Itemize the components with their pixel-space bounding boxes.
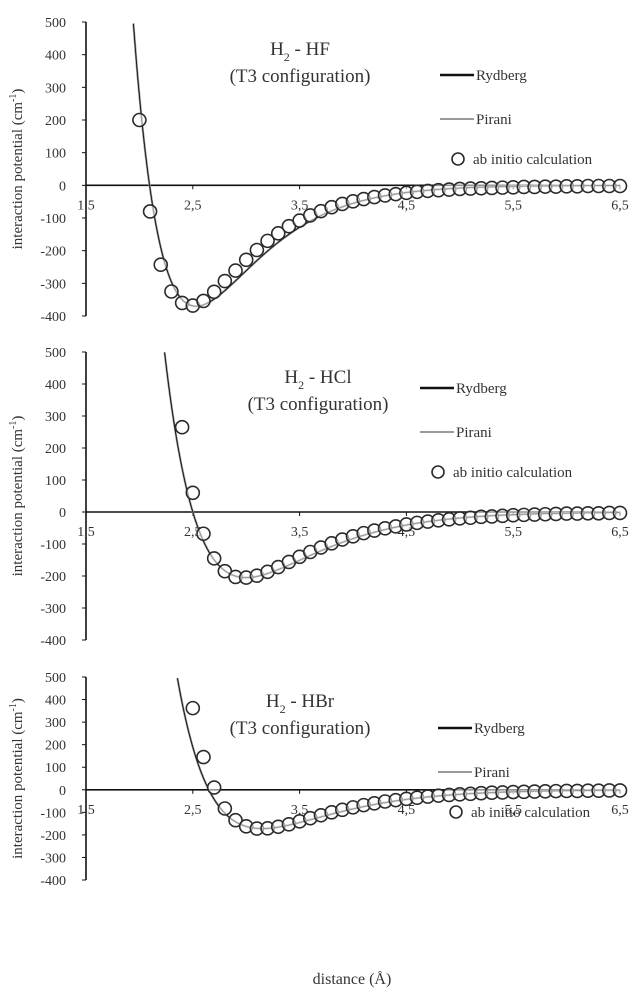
chart-panel-1: 500 400 300 200 100 0 -100 -200 -300 -400 1,5 2,5 3,… (8, 16, 629, 325)
ab-initio-point (196, 749, 211, 765)
x-tick-label: 6,5 (611, 525, 629, 540)
y-tick-label: -400 (40, 310, 66, 325)
y-tick-label: 100 (45, 761, 66, 776)
ab-initio-point (132, 112, 147, 128)
x-tick-label: 3,5 (291, 803, 309, 818)
legend-pirani-label: Pirani (456, 425, 492, 441)
ab-initio-point (206, 284, 222, 300)
legend-pirani-label: Pirani (474, 765, 510, 781)
x-tick-label: 5,5 (504, 198, 522, 213)
y-axis-label: interaction potential (cm-1) (8, 698, 26, 859)
y-tick-label: 500 (45, 346, 66, 361)
y-tick-label: -100 (40, 806, 66, 821)
legend: Rydberg Pirani ab initio calculation (420, 381, 573, 481)
y-tick-label: 300 (45, 81, 66, 96)
x-tick-label: 3,5 (291, 198, 309, 213)
y-tick-label: 100 (45, 147, 66, 162)
x-tick-label: 6,5 (611, 198, 629, 213)
x-tick-label: 5,5 (504, 525, 522, 540)
legend-pirani-label: Pirani (476, 112, 512, 128)
x-tick-label: 4,5 (398, 803, 416, 818)
x-tick-label: 1,5 (77, 198, 95, 213)
y-tick-label: 0 (59, 179, 66, 194)
legend: Rydberg Pirani ab initio calculation (438, 721, 591, 821)
ab-initio-point (196, 526, 211, 542)
ab-initio-point (164, 284, 179, 299)
x-axis-label: distance (Å) (313, 970, 392, 988)
y-tick-label: -200 (40, 245, 66, 260)
chart-panel-3: 500 400 300 200 100 0 -100 -200 -300 -400 1,5 2,5 3,… (8, 671, 629, 988)
legend-ab-initio-swatch (431, 465, 445, 479)
ab-initio-point (270, 226, 286, 241)
ab-initio-point (217, 273, 233, 289)
y-tick-label: 200 (45, 442, 66, 457)
y-tick-label: -400 (40, 874, 66, 889)
y-tick-label: 0 (59, 784, 66, 799)
y-tick-label: 100 (45, 474, 66, 489)
ab-initio-point (217, 801, 233, 816)
ab-initio-point (260, 233, 275, 249)
ab-initio-point (142, 204, 158, 219)
y-tick-label: -300 (40, 851, 66, 866)
chart-title: H2 - HCl (284, 367, 351, 392)
y-tick-label: -100 (40, 212, 66, 227)
y-tick-label: -200 (40, 570, 66, 585)
ab-initio-point (196, 293, 211, 309)
chart-subtitle: (T3 configuration) (248, 394, 389, 415)
ab-initio-point (228, 812, 243, 828)
y-tick-label: 500 (45, 671, 66, 686)
y-tick-label: 0 (59, 506, 66, 521)
x-tick-label: 1,5 (77, 803, 95, 818)
legend-rydberg-label: Rydberg (474, 721, 525, 737)
y-tick-label: 300 (45, 716, 66, 731)
chart-title: H2 - HF (270, 39, 330, 64)
y-tick-label: 500 (45, 16, 66, 31)
ab-initio-point (238, 252, 254, 268)
y-tick-label: -400 (40, 634, 66, 649)
ab-initio-point (612, 505, 628, 521)
x-tick-label: 3,5 (291, 525, 309, 540)
y-tick-label: 200 (45, 739, 66, 754)
ab-initio-point (185, 485, 201, 501)
y-axis-label: interaction potential (cm-1) (8, 89, 26, 250)
x-tick-label: 2,5 (184, 803, 202, 818)
chart-subtitle: (T3 configuration) (230, 66, 371, 87)
ab-initio-point (174, 419, 190, 435)
y-tick-label: 300 (45, 410, 66, 425)
y-axis-label: interaction potential (cm-1) (8, 416, 26, 577)
legend-ab-initio-label: ab initio calculation (473, 152, 593, 168)
y-tick-label: -300 (40, 602, 66, 617)
ab-initio-point (612, 783, 628, 798)
ab-initio-point (249, 242, 265, 258)
x-tick-label: 4,5 (398, 198, 416, 213)
legend-ab-initio-swatch (449, 805, 463, 819)
x-tick-label: 2,5 (184, 198, 202, 213)
ab-initio-point (206, 780, 222, 795)
y-tick-label: 200 (45, 114, 66, 129)
x-tick-label: 6,5 (611, 803, 629, 818)
legend-rydberg-label: Rydberg (476, 68, 527, 84)
legend-ab-initio-label: ab initio calculation (471, 805, 591, 821)
legend: Rydberg Pirani ab initio calculation (440, 68, 593, 168)
ab-initio-point (153, 257, 169, 273)
x-tick-label: 5,5 (504, 803, 522, 818)
y-tick-label: -300 (40, 277, 66, 292)
legend-ab-initio-label: ab initio calculation (453, 465, 573, 481)
y-tick-label: 400 (45, 49, 66, 64)
ab-initio-point (228, 263, 243, 278)
legend-ab-initio-swatch (451, 152, 465, 166)
ab-initio-point (185, 700, 201, 716)
chart-subtitle: (T3 configuration) (230, 718, 371, 739)
legend-rydberg-label: Rydberg (456, 381, 507, 397)
y-tick-label: -100 (40, 538, 66, 553)
ab-initio-point (206, 551, 222, 566)
chart-title: H2 - HBr (266, 691, 335, 716)
x-tick-label: 1,5 (77, 525, 95, 540)
y-tick-label: 400 (45, 378, 66, 393)
ab-initio-point (612, 178, 628, 194)
y-tick-label: -200 (40, 829, 66, 844)
y-tick-label: 400 (45, 694, 66, 709)
